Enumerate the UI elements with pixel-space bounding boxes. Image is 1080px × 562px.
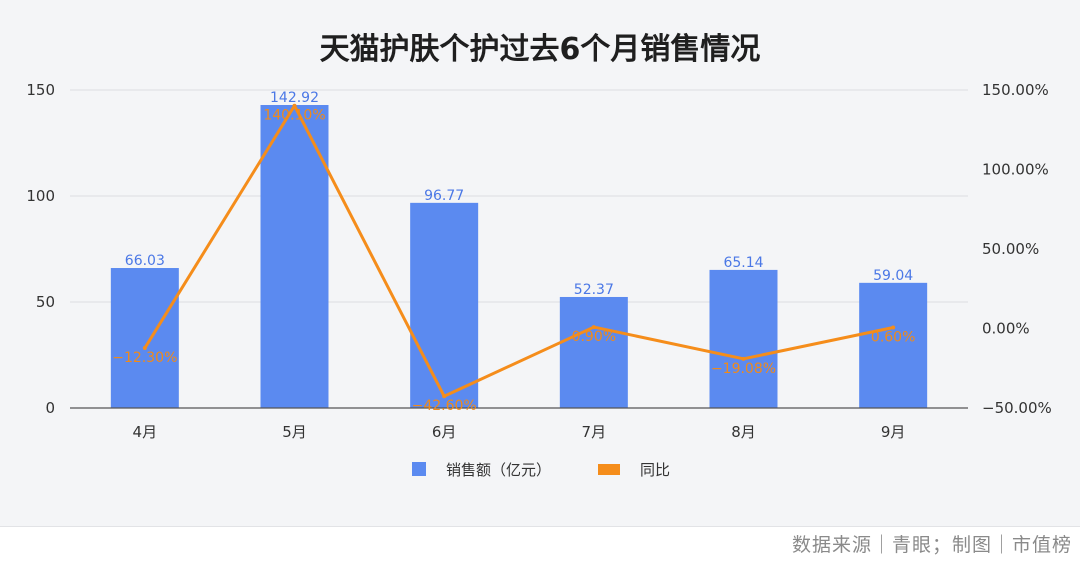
data-source-note: 数据来源｜青眼；制图｜市值榜	[791, 534, 1072, 556]
left-axis-tick-label: 0	[45, 399, 55, 417]
right-axis-tick-label: 100.00%	[982, 161, 1049, 179]
bar-data-label: 142.92	[270, 90, 319, 106]
legend-label-line: 同比	[640, 461, 670, 479]
legend-swatch-line	[598, 464, 620, 475]
line-data-label: 0.60%	[871, 330, 915, 346]
left-axis-tick-label: 150	[26, 81, 55, 99]
left-axis-tick-label: 50	[36, 293, 55, 311]
legend-label-bar: 销售额（亿元）	[446, 461, 551, 479]
combo-chart: 0 50 100 150 −50.00% 0.00% 50.00% 100.00% 150.00…	[26, 81, 1052, 479]
bar	[110, 268, 179, 408]
bar	[559, 296, 628, 408]
x-axis-tick-label: 7月	[582, 423, 607, 441]
line-data-label: 0.90%	[572, 329, 616, 345]
chart-title: 天猫护肤个护过去6个月销售情况	[319, 32, 761, 67]
right-axis-tick-label: −50.00%	[982, 399, 1052, 417]
x-axis-tick-label: 9月	[881, 423, 906, 441]
line-point	[741, 356, 746, 361]
line-data-label: −12.30%	[112, 350, 177, 366]
bar-data-label: 96.77	[424, 188, 464, 204]
bar-data-label: 59.04	[873, 268, 913, 284]
right-axis-tick-label: 50.00%	[982, 240, 1039, 258]
line-data-label: −42.60%	[412, 398, 477, 414]
yoy-line	[143, 104, 894, 398]
left-axis-tick-label: 100	[26, 187, 55, 205]
line-point	[292, 103, 297, 108]
bar-data-label: 65.14	[723, 255, 763, 271]
x-axis-tick-label: 4月	[133, 423, 158, 441]
legend-swatch-bar	[412, 462, 426, 476]
line-data-label: −19.08%	[711, 361, 776, 377]
right-axis-tick-label: 0.00%	[982, 320, 1030, 338]
x-axis-tick-label: 5月	[282, 423, 307, 441]
chart-card: 天猫护肤个护过去6个月销售情况 0 50 100 150 −50.00% 0.00% 50.…	[0, 0, 1080, 527]
line-point	[891, 325, 896, 330]
line-point	[142, 346, 147, 351]
line-point	[442, 394, 447, 399]
bar	[260, 105, 329, 409]
line-data-label: 140.10%	[263, 108, 325, 124]
x-axis-tick-label: 6月	[432, 423, 457, 441]
bar	[859, 282, 928, 408]
bar	[709, 269, 778, 408]
bar	[410, 202, 479, 408]
x-axis-tick-label: 8月	[731, 423, 756, 441]
bar-data-label: 66.03	[125, 253, 165, 269]
line-point	[591, 325, 596, 330]
bar-data-label: 52.37	[574, 282, 614, 298]
right-axis-tick-label: 150.00%	[982, 81, 1049, 99]
